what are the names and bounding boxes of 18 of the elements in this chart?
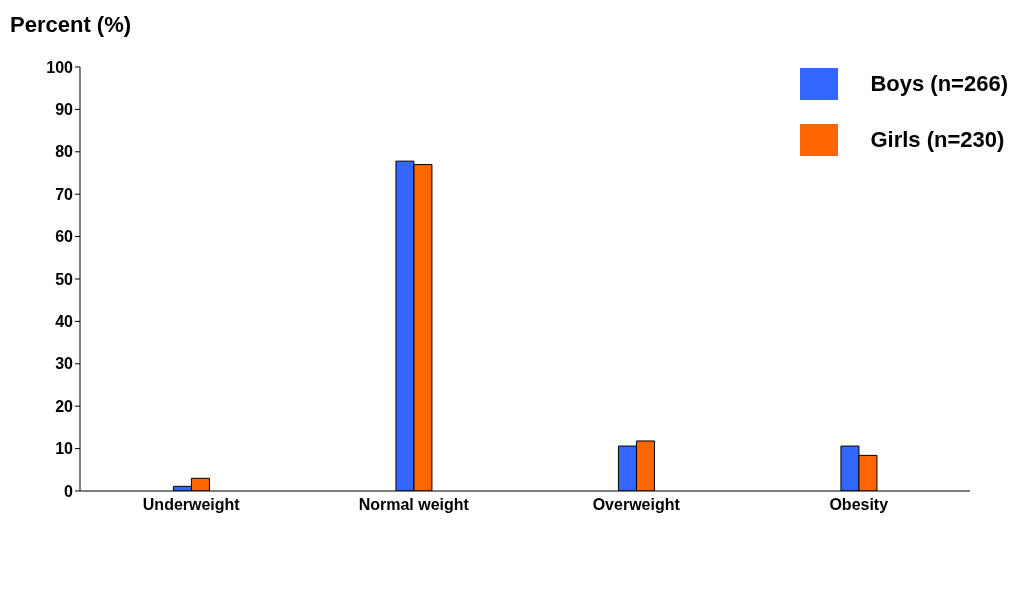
y-tick-label: 40 <box>55 313 74 331</box>
y-tick-label: 60 <box>55 228 74 246</box>
y-tick-label: 80 <box>55 143 74 161</box>
y-tick-label: 30 <box>55 355 74 373</box>
x-tick-label: Overweight <box>592 496 681 514</box>
y-tick-label: 0 <box>64 482 74 500</box>
y-tick-label: 90 <box>55 101 74 119</box>
x-tick-label: Normal weight <box>358 496 470 514</box>
y-tick-label: 20 <box>55 397 74 415</box>
y-tick-label: 100 <box>46 58 74 76</box>
y-tick-label: 70 <box>55 185 74 203</box>
legend-label: Girls (n=230) <box>870 127 1005 153</box>
legend-label: Boys (n=266) <box>870 71 1008 97</box>
x-tick-label: Underweight <box>142 496 241 514</box>
y-tick-label: 50 <box>55 270 74 288</box>
y-axis-title: Percent (%) <box>10 12 132 38</box>
y-tick-label: 10 <box>55 440 74 458</box>
x-tick-label: Obesity <box>829 496 889 514</box>
